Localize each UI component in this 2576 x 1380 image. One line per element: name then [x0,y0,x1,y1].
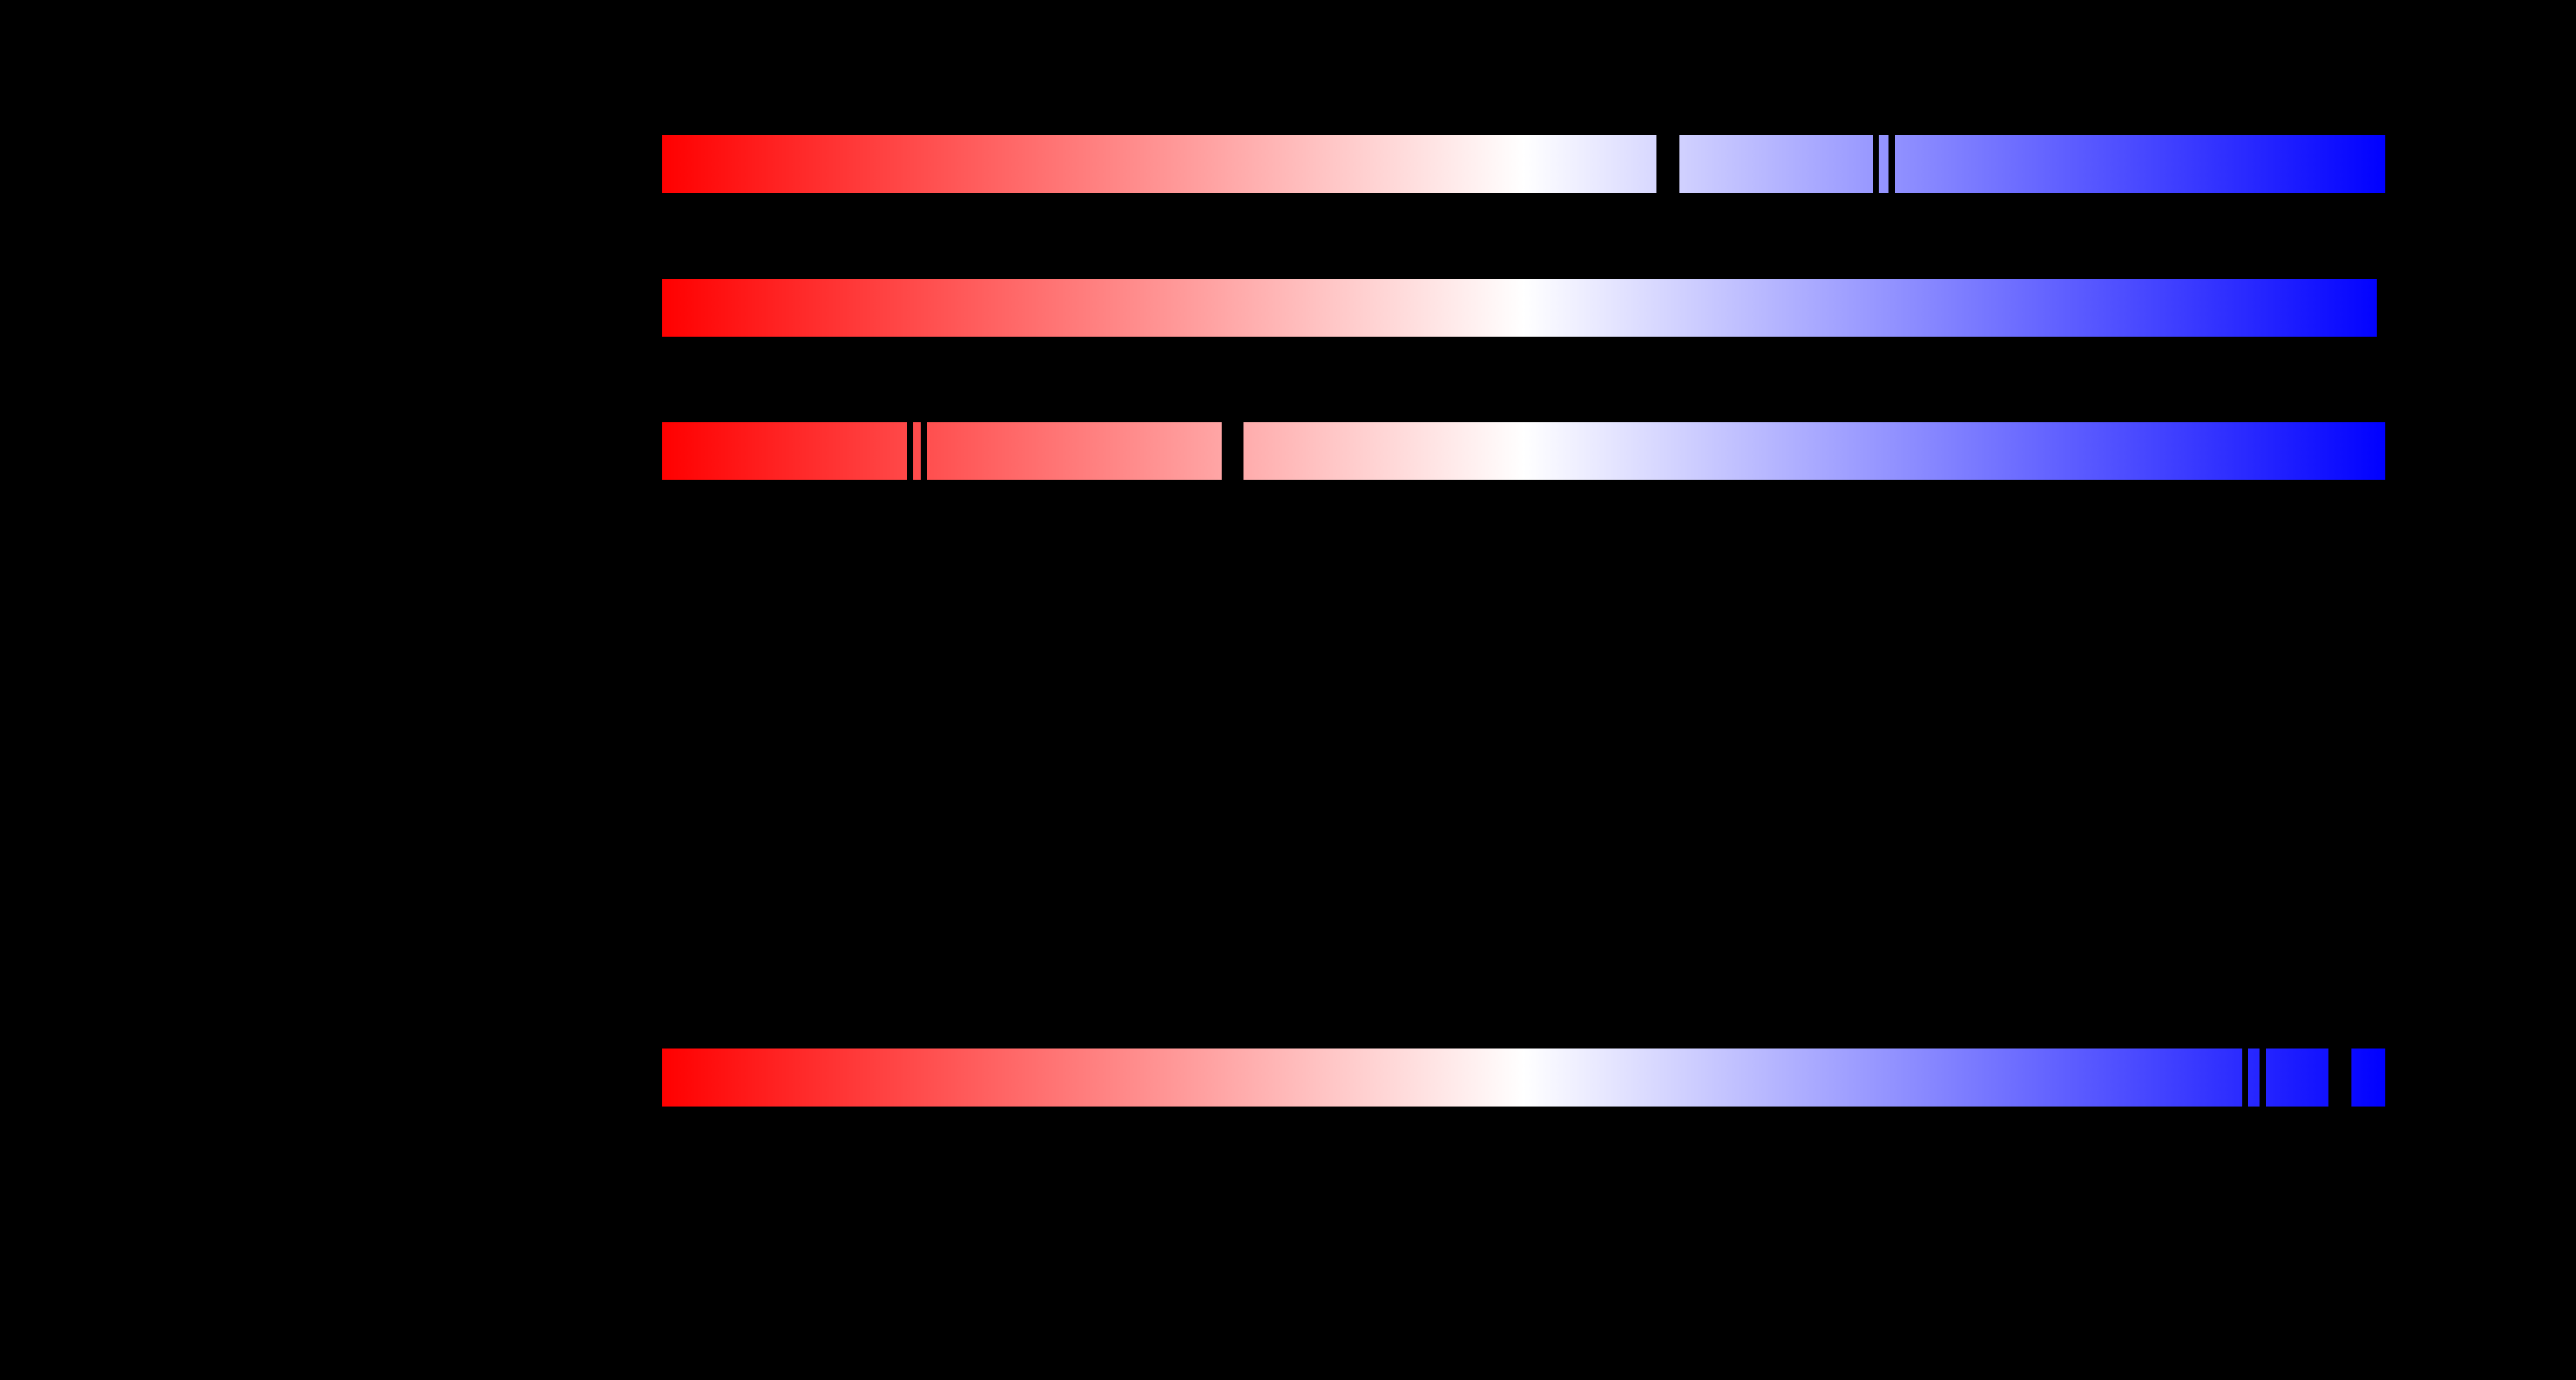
bar-2 [662,279,2377,337]
bar-4 [662,1049,2385,1107]
bar-4-gap [2242,1049,2248,1107]
bar-3-gap [1222,422,1243,480]
bar-4-gap [2260,1049,2266,1107]
bar-3-gap [907,422,913,480]
bar-1-gap [1888,135,1895,193]
bar-1-gap [1873,135,1879,193]
bar-1-gap [1656,135,1679,193]
bar-3-gap [921,422,927,480]
bar-1 [662,135,2385,193]
bar-4-gap [2328,1049,2351,1107]
bar-3 [662,422,2385,480]
